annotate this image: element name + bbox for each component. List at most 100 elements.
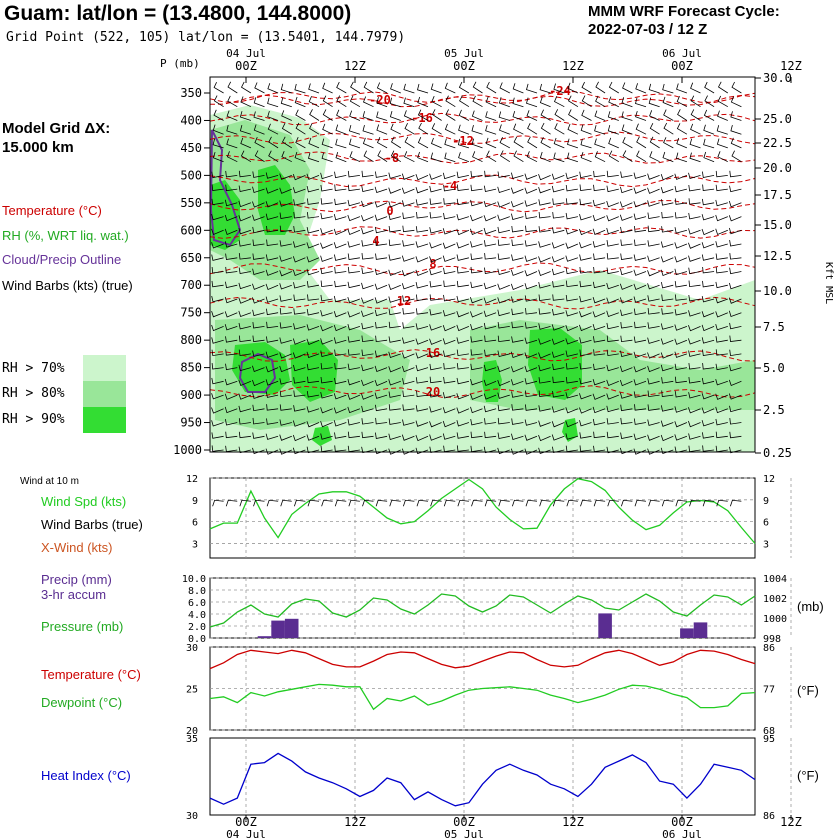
wind-barb: [401, 173, 415, 180]
wind-barb: [702, 363, 715, 370]
wind-barb: [552, 212, 565, 219]
wind-barb: [595, 81, 606, 94]
wind-barb: [647, 240, 660, 247]
wind-barb: [729, 418, 742, 425]
wind-barb: [606, 227, 619, 235]
wind-barb: [717, 110, 728, 121]
wind-barb: [213, 82, 224, 94]
surface-wind-barb: [498, 499, 510, 507]
wind-barb: [456, 337, 470, 344]
wind-barb: [620, 392, 633, 399]
wind-barb: [688, 294, 701, 302]
wind-barb: [702, 171, 715, 178]
wind-barb: [252, 186, 265, 194]
wind-tick-label: 3: [192, 539, 198, 550]
wind-barb: [211, 242, 224, 249]
time-tick-label-bottom: 00Z: [235, 815, 257, 829]
wind-barb: [293, 199, 306, 206]
heat-tick-label-f: 86: [763, 811, 775, 822]
wind-barb: [594, 151, 606, 163]
wind-barb: [361, 267, 374, 274]
wind-barb: [252, 432, 265, 439]
wind-barb: [620, 350, 633, 357]
wind-barb: [593, 336, 606, 343]
wind-barb: [416, 390, 429, 397]
wind-barb: [376, 111, 388, 121]
wind-barb: [322, 82, 333, 94]
wind-barb: [620, 309, 633, 316]
pressure-tick-label: 998: [763, 634, 781, 645]
wind-barb: [347, 281, 360, 289]
date-label-top: 06 Jul: [662, 47, 702, 60]
wind-barb: [688, 280, 701, 288]
wind-barb: [442, 338, 456, 345]
wind-barb: [456, 242, 470, 249]
wind-barb: [415, 241, 429, 248]
wind-barb: [227, 81, 238, 94]
wind-barb: [592, 281, 606, 289]
height-tick-label: 20.0: [763, 161, 792, 175]
wind-barb: [647, 365, 660, 373]
wind-barb: [715, 253, 728, 260]
wind-barb: [444, 138, 456, 149]
wind-barb: [280, 97, 292, 108]
pressure-tick-label: 1000: [173, 443, 202, 457]
wind-barb: [551, 421, 565, 428]
legend-cloud-outline: Cloud/Precip Outline: [2, 252, 122, 267]
wind-barb: [388, 187, 401, 194]
wind-barb: [403, 97, 415, 108]
wind-barb: [497, 214, 510, 221]
wind-barb: [688, 350, 701, 357]
wind-barb: [252, 322, 265, 329]
wind-barb: [320, 280, 333, 288]
wind-barb: [510, 269, 524, 276]
wind-barb: [265, 351, 279, 358]
wind-barb: [510, 201, 524, 208]
wind-barb: [524, 295, 538, 302]
wind-barb: [647, 255, 660, 262]
wind-barb: [320, 376, 333, 384]
wind-barb: [347, 311, 361, 318]
wind-barb: [484, 267, 497, 274]
wind-barb: [293, 226, 306, 233]
wind-barb: [606, 267, 619, 275]
wind-barb: [252, 379, 265, 387]
height-tick-label: 2.5: [763, 403, 785, 417]
wind-barb: [224, 311, 238, 318]
wind-barb: [361, 310, 374, 318]
wind-barb: [512, 97, 524, 108]
wind-barb: [429, 421, 442, 428]
wind-barb: [688, 310, 701, 317]
wind-barb: [265, 283, 279, 291]
wind-barb: [674, 281, 687, 288]
wind-barb: [442, 255, 456, 262]
wind-barb: [647, 337, 660, 344]
wind-barb: [390, 136, 402, 149]
wind-barb: [497, 186, 510, 194]
wind-barb: [511, 404, 524, 411]
wind-barb: [499, 150, 511, 163]
wind-barb: [308, 137, 320, 149]
wind-barb: [690, 95, 701, 108]
wind-barb: [226, 151, 238, 163]
rh-90-region: [528, 328, 582, 400]
wind-barb: [212, 138, 224, 149]
wind-barb: [375, 322, 388, 329]
wind-barb: [606, 200, 619, 208]
wind-barb: [213, 109, 224, 121]
wind-barb: [676, 137, 688, 149]
wind-barb: [443, 280, 456, 288]
surface-wind-barb: [389, 499, 401, 507]
wind-barb: [717, 95, 728, 108]
wind-barb: [483, 200, 497, 208]
wind-barb: [456, 213, 470, 221]
wind-barb: [347, 214, 361, 222]
surface-wind-barb: [307, 499, 320, 507]
wind-barb: [688, 267, 701, 275]
wind-barb: [729, 170, 742, 178]
wind-barb: [538, 294, 551, 301]
wind-barb: [565, 407, 579, 414]
wind-barb: [320, 212, 333, 220]
wind-barb: [442, 172, 456, 180]
wind-tick-label-right: 3: [763, 539, 769, 550]
